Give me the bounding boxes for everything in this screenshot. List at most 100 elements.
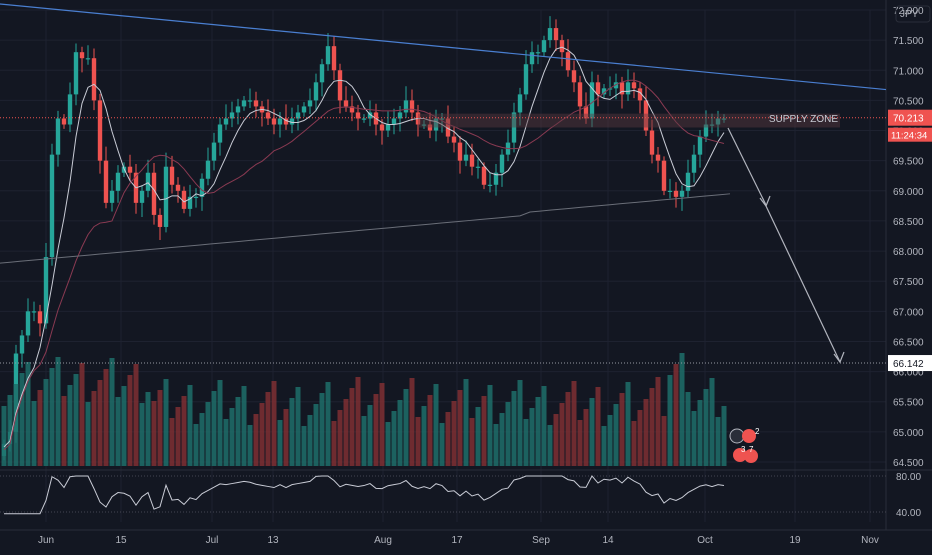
y-tick-label: 65.000 <box>893 428 924 439</box>
volume-bar <box>1 406 7 466</box>
candle-body <box>193 196 199 199</box>
volume-bar <box>679 353 685 466</box>
candle-body <box>475 166 481 168</box>
target-tag-text: 66.142 <box>893 359 924 370</box>
candle-body <box>379 124 385 131</box>
volume-bar <box>121 386 127 466</box>
candle-body <box>493 172 499 185</box>
volume-bar <box>709 378 715 466</box>
volume-bar <box>67 385 73 466</box>
volume-bar <box>181 396 187 466</box>
volume-bar <box>577 420 583 466</box>
candle-body <box>697 136 703 155</box>
volume-bar <box>505 402 511 466</box>
candle-body <box>523 64 529 95</box>
candle-body <box>703 124 709 137</box>
resistance-trendline <box>0 3 887 91</box>
y-tick-label: 65.500 <box>893 398 924 409</box>
candle-body <box>241 100 247 107</box>
candle-body <box>151 172 157 215</box>
y-tick-label: 69.000 <box>893 187 924 198</box>
candle-body <box>283 118 289 125</box>
volume-bar <box>403 389 409 466</box>
volume-bar <box>643 399 649 466</box>
volume-bar <box>37 390 43 466</box>
volume-bar <box>553 414 559 466</box>
volume-bar <box>433 384 439 466</box>
y-tick-label: 72.000 <box>893 6 924 17</box>
candle-body <box>583 106 589 119</box>
rsi-tick-label: 80.00 <box>896 472 921 483</box>
volume-bar <box>721 406 727 466</box>
candle-body <box>487 184 493 186</box>
volume-bar <box>595 387 601 466</box>
volume-bar <box>547 425 553 466</box>
volume-bar <box>535 397 541 466</box>
volume-bar <box>73 374 79 466</box>
y-tick-label: 69.500 <box>893 157 924 168</box>
candle-body <box>145 172 151 191</box>
volume-bar <box>193 424 199 466</box>
volume-bar <box>469 418 475 466</box>
candle-body <box>541 40 547 53</box>
event-badge-count: 3 <box>741 445 746 454</box>
candle-body <box>619 82 625 95</box>
volume-bar <box>175 407 181 466</box>
volume-bar <box>307 415 313 466</box>
candle-body <box>253 100 259 107</box>
rsi-line <box>4 475 725 515</box>
candle-body <box>49 154 55 258</box>
candle-body <box>421 124 427 126</box>
volume-bar <box>145 392 151 466</box>
candle-body <box>499 154 505 173</box>
candle-body <box>187 196 193 209</box>
volume-bar <box>151 401 157 466</box>
volume-bar <box>427 395 433 466</box>
candle-body <box>667 190 673 192</box>
candle-body <box>67 94 73 125</box>
y-tick-label: 71.500 <box>893 36 924 47</box>
volume-bar <box>79 363 85 466</box>
volume-bar <box>373 394 379 466</box>
candle-body <box>85 58 91 60</box>
y-tick-label: 68.000 <box>893 247 924 258</box>
y-tick-label: 71.000 <box>893 66 924 77</box>
x-tick-label: Nov <box>861 535 879 546</box>
candle-body <box>679 190 685 197</box>
candle-body <box>157 214 163 227</box>
volume-bar <box>133 364 139 466</box>
volume-bar <box>697 400 703 466</box>
volume-bar <box>109 358 115 466</box>
volume-bar <box>97 380 103 466</box>
price-tag-text: 70.213 <box>893 114 924 125</box>
volume-bar <box>319 393 325 466</box>
candle-body <box>673 190 679 197</box>
volume-bar <box>439 423 445 466</box>
candle-body <box>589 82 595 119</box>
volume-bar <box>523 419 529 466</box>
y-tick-label: 67.500 <box>893 277 924 288</box>
candle-body <box>301 106 307 113</box>
volume-bar <box>127 375 133 466</box>
candle-body <box>565 52 571 71</box>
candle-body <box>463 154 469 161</box>
supply-zone <box>418 113 840 128</box>
candle-body <box>409 100 415 113</box>
volume-bar <box>421 406 427 466</box>
volume-bar <box>355 377 361 466</box>
volume-bar <box>361 416 367 466</box>
candle-body <box>139 190 145 203</box>
candle-body <box>649 130 655 155</box>
volume-bar <box>499 413 505 466</box>
candle-body <box>361 118 367 120</box>
candle-body <box>397 112 403 119</box>
volume-bar <box>451 401 457 466</box>
volume-bar <box>91 391 97 466</box>
ma-fast-line <box>3 46 725 448</box>
volume-bar <box>685 392 691 466</box>
countdown-text: 11:24:34 <box>891 131 927 142</box>
x-tick-label: Aug <box>374 535 392 546</box>
